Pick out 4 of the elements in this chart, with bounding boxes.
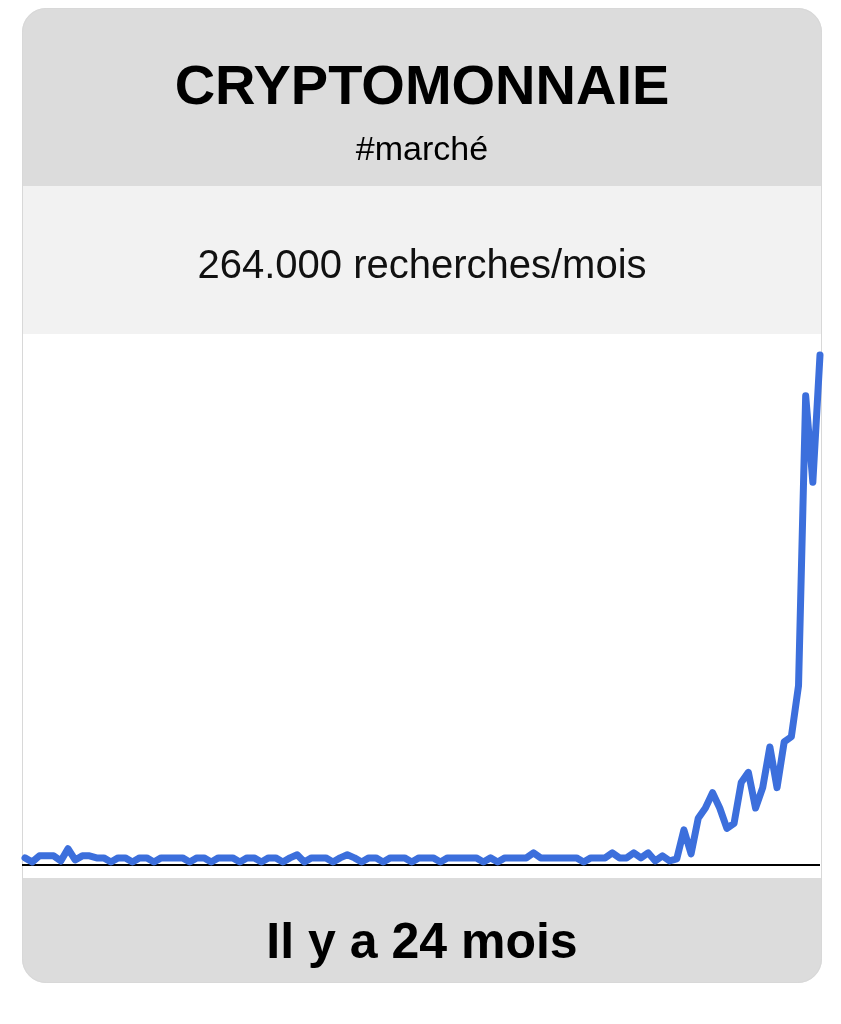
text: 264.000 recherches/mois bbox=[197, 242, 647, 286]
chart-title: CRYPTOMONNAIE bbox=[174, 53, 670, 116]
chart-subtitle: #marché bbox=[355, 129, 489, 167]
x-axis-title: Il y a 24 mois bbox=[266, 913, 578, 969]
